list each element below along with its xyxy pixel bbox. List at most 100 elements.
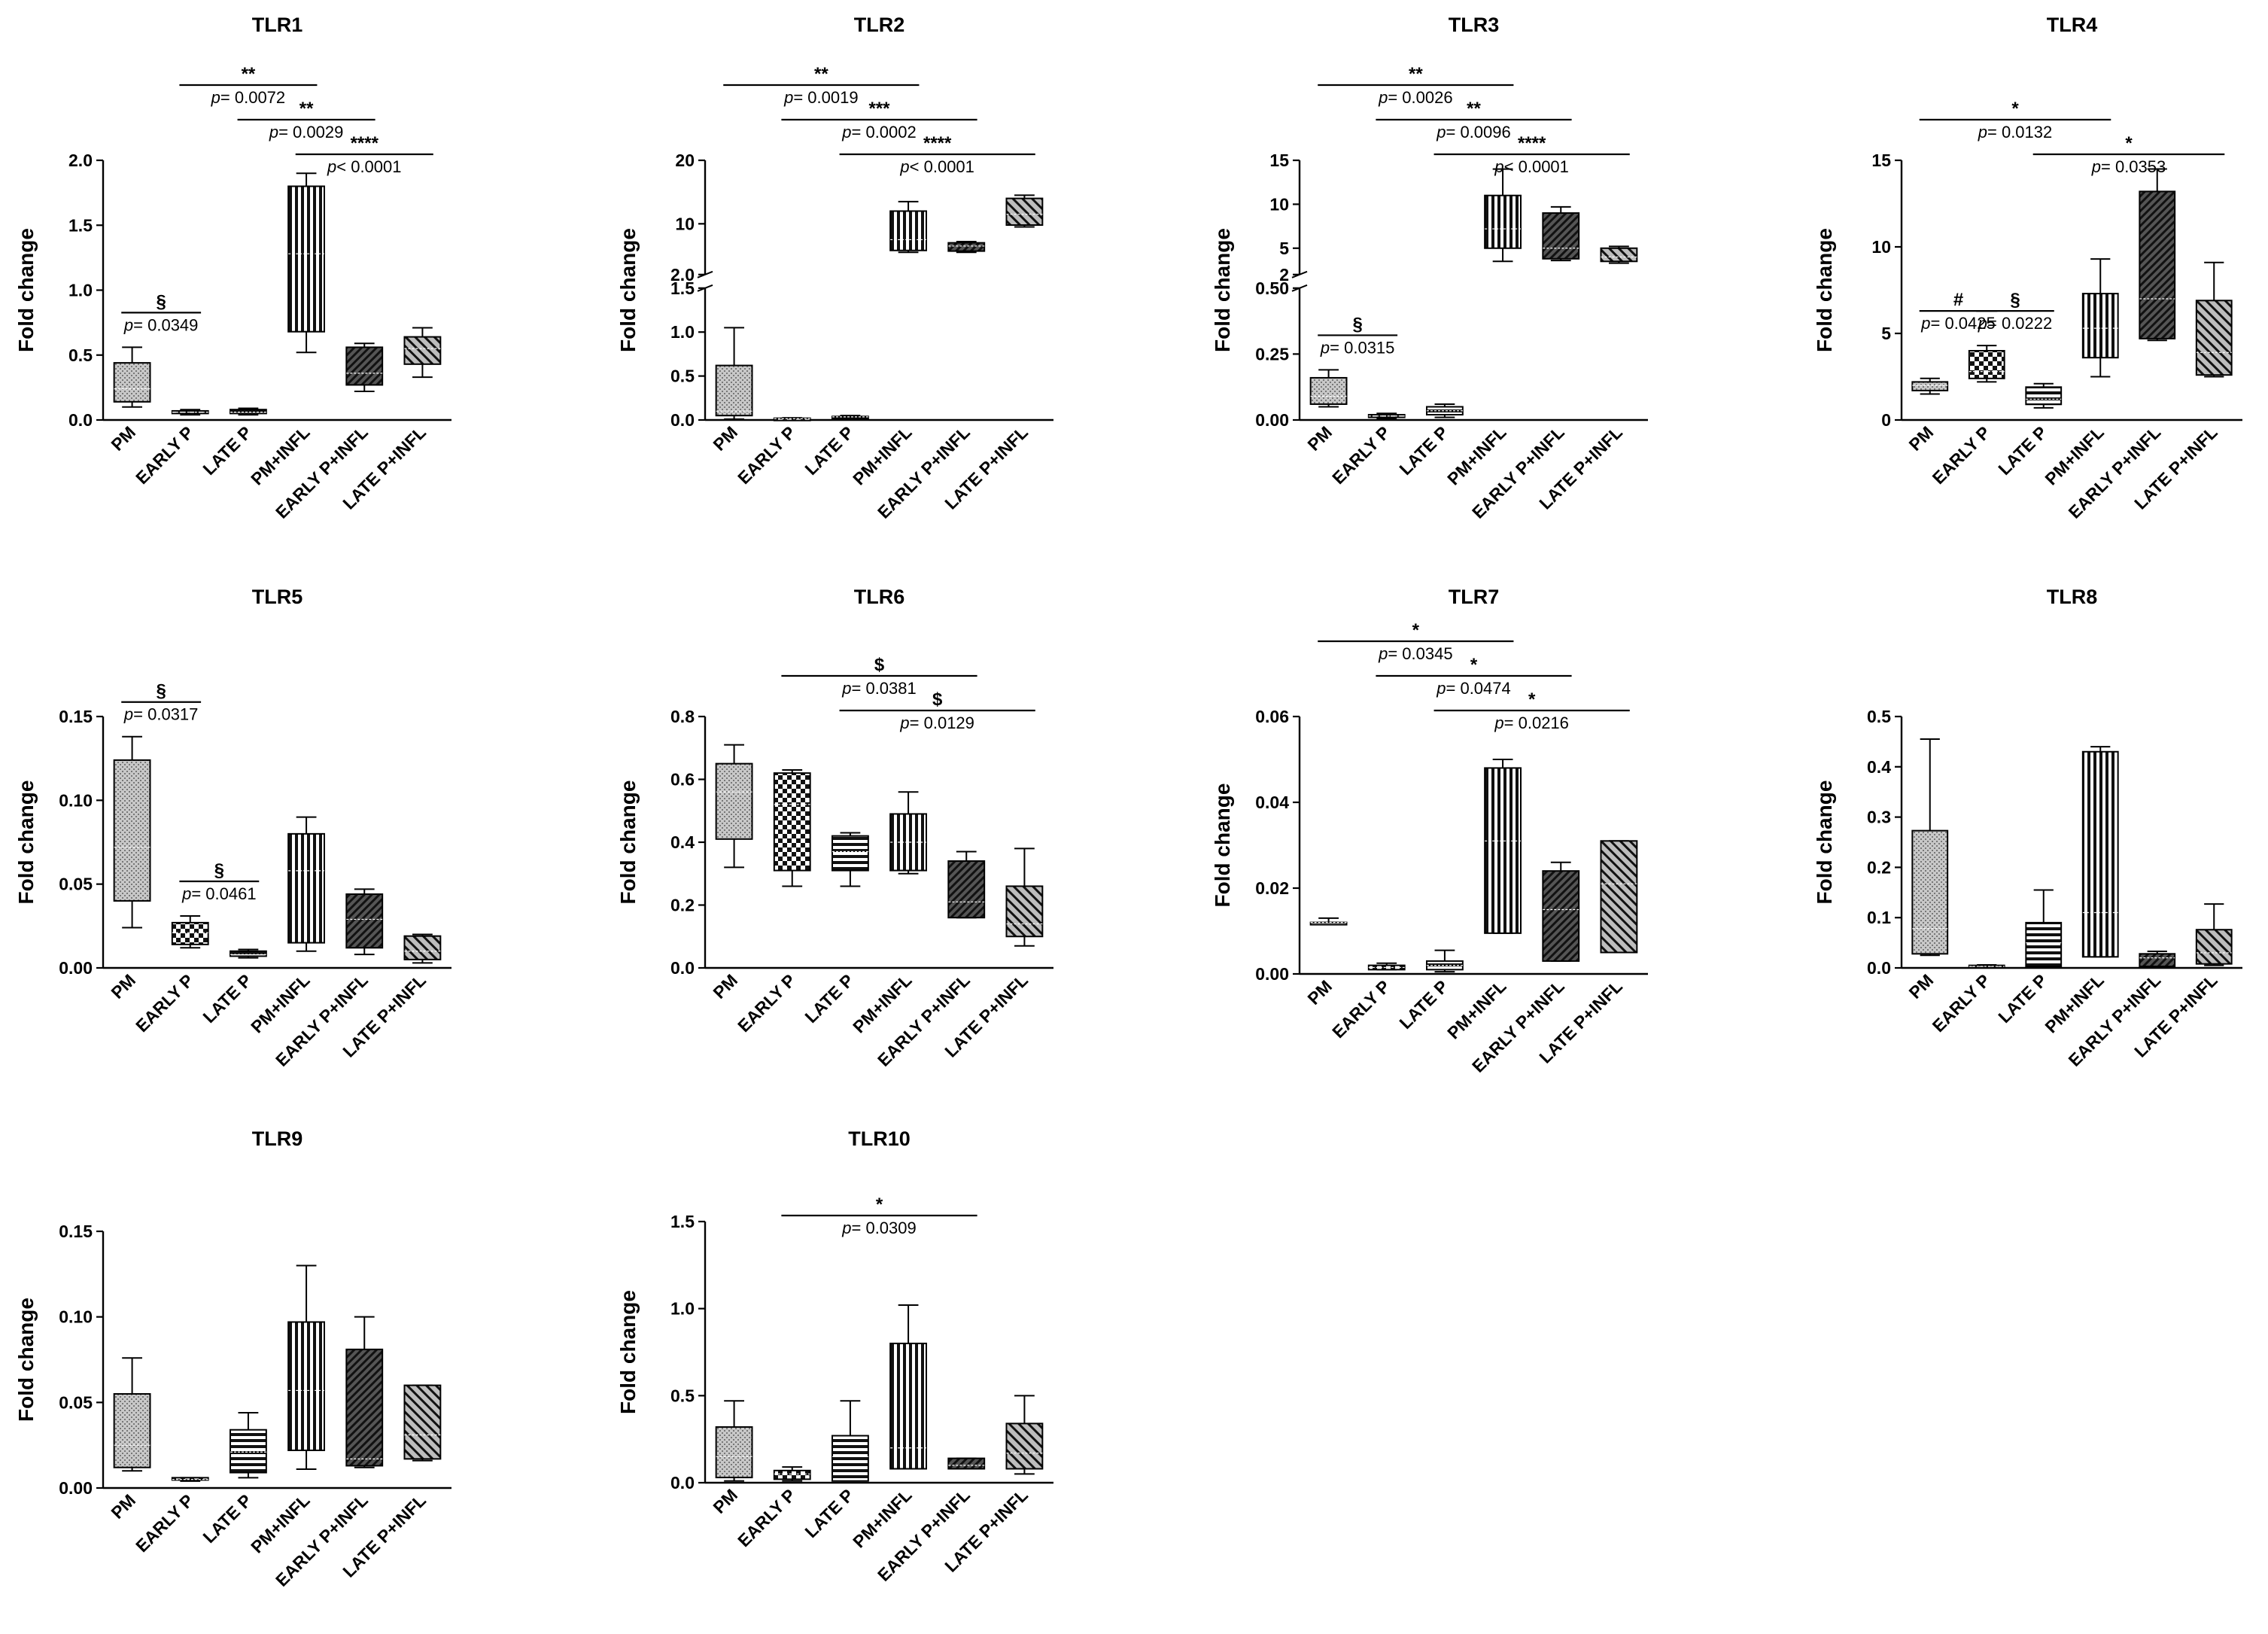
p-prefix: p [269, 123, 278, 141]
y-tick-label: 15 [1269, 151, 1289, 170]
p-prefix: p [1920, 314, 1930, 333]
x-category-label: EARLY P [1328, 422, 1394, 488]
y-tick-label: 0.0 [670, 1473, 695, 1493]
box-pm-infl [889, 791, 928, 875]
significance-bracket: $ p= 0.0129 [839, 689, 1035, 732]
x-category-label: EARLY P [132, 970, 197, 1036]
y-tick-label: 0.4 [670, 832, 695, 852]
p-value-text: < 0.0001 [336, 157, 401, 176]
y-tick-label: 0.50 [1255, 278, 1289, 298]
x-category-label: LATE P [1994, 970, 2051, 1027]
chart-title: TLR3 [1449, 14, 1500, 36]
p-value: p= 0.0002 [841, 123, 917, 141]
p-value: p= 0.0072 [211, 88, 286, 107]
significance-symbol: ** [814, 64, 828, 84]
box-pm-infl [2081, 258, 2119, 378]
y-axis-label: Fold change [14, 1298, 38, 1422]
box-iqr [1600, 247, 1638, 263]
p-value: p= 0.0019 [783, 88, 859, 107]
significance-bracket: * p= 0.0132 [1919, 99, 2111, 141]
box-iqr [229, 409, 267, 415]
significance-symbol: § [156, 681, 166, 701]
significance-symbol: $ [874, 655, 885, 675]
p-prefix: p [1378, 644, 1388, 663]
p-value-text: = 0.0474 [1446, 679, 1511, 698]
significance-bracket: * p= 0.0309 [781, 1194, 977, 1237]
significance-bracket: § p= 0.0222 [1976, 290, 2054, 333]
box-pm [1911, 738, 1949, 957]
box-early-p-infl [1542, 861, 1580, 962]
y-tick-label: 1.5 [670, 1212, 695, 1231]
p-value: p= 0.0026 [1378, 88, 1453, 107]
significance-symbol: § [156, 291, 166, 312]
significance-bracket: **** p< 0.0001 [839, 133, 1035, 176]
p-value-text: = 0.0026 [1388, 88, 1452, 107]
x-category-label: LATE P [801, 970, 857, 1027]
y-axis-label: Fold change [616, 780, 640, 905]
significance-bracket: *** p= 0.0002 [781, 99, 977, 141]
chart-title: TLR4 [2047, 14, 2098, 36]
significance-bracket: * p= 0.0353 [2032, 133, 2225, 176]
p-value: p= 0.0474 [1436, 679, 1511, 698]
y-tick-label: 0.06 [1255, 707, 1289, 726]
box-pm-infl [1484, 168, 1522, 263]
y-tick-label: 0.0 [670, 958, 695, 978]
p-value: p< 0.0001 [899, 157, 974, 176]
y-tick-label: 0.15 [59, 1222, 93, 1241]
p-value-text: = 0.0317 [133, 705, 198, 724]
y-tick-label: 0.25 [1255, 344, 1289, 364]
significance-symbol: ** [242, 64, 256, 84]
y-tick-label: 0.2 [1867, 857, 1891, 877]
box-early-p-infl [947, 850, 986, 919]
box-pm [715, 327, 753, 420]
box-iqr [403, 1384, 442, 1460]
significance-bracket: § p= 0.0461 [179, 860, 260, 903]
box-late-p-infl [2195, 261, 2233, 378]
box-pm [113, 346, 151, 408]
box-iqr [1484, 194, 1522, 249]
box-iqr [2195, 929, 2233, 965]
p-value-text: = 0.0129 [910, 714, 974, 732]
y-axis-label: Fold change [616, 228, 640, 352]
box-early-p-infl [2139, 168, 2176, 342]
y-tick-label: 0.04 [1255, 793, 1289, 812]
p-prefix: p [123, 315, 133, 334]
box-iqr [229, 950, 267, 957]
y-tick-label: 0.1 [1867, 908, 1891, 927]
chart-title: TLR10 [848, 1127, 911, 1150]
box-pm-infl [287, 172, 326, 354]
y-tick-label: 2.0 [670, 265, 695, 285]
box-early-p [773, 1466, 811, 1482]
x-category-label: PM [107, 970, 139, 1003]
box-iqr [773, 772, 811, 872]
box-iqr [715, 1426, 753, 1479]
significance-bracket: **** p< 0.0001 [1433, 133, 1630, 176]
box-iqr [715, 762, 753, 840]
chart-title: TLR1 [252, 14, 303, 36]
p-value: p= 0.0222 [1978, 314, 2053, 333]
box-pm-infl [889, 1304, 928, 1470]
p-value: p= 0.0216 [1494, 714, 1569, 732]
p-prefix: p [899, 157, 909, 176]
box-early-p-infl [947, 240, 986, 254]
y-tick-label: 5 [1881, 324, 1891, 343]
y-tick-label: 0.10 [59, 1307, 93, 1327]
p-value: p= 0.0315 [1320, 338, 1395, 357]
box-late-p [831, 415, 869, 420]
box-early-p-infl [345, 1316, 384, 1468]
p-value-text: = 0.0425 [1931, 314, 1996, 333]
x-category-label: PM [709, 422, 741, 455]
y-tick-label: 1.0 [670, 1299, 695, 1319]
box-early-p [1968, 345, 2005, 383]
significance-symbol: $ [932, 689, 943, 710]
p-value: p= 0.0353 [2091, 157, 2166, 176]
p-value-text: < 0.0001 [1504, 157, 1569, 176]
box-late-p [831, 832, 869, 887]
y-axis-label: Fold change [1813, 228, 1836, 352]
p-prefix: p [841, 123, 851, 141]
y-tick-label: 0.5 [1867, 707, 1891, 726]
p-prefix: p [2091, 157, 2101, 176]
p-value: p= 0.0132 [1978, 123, 2053, 141]
